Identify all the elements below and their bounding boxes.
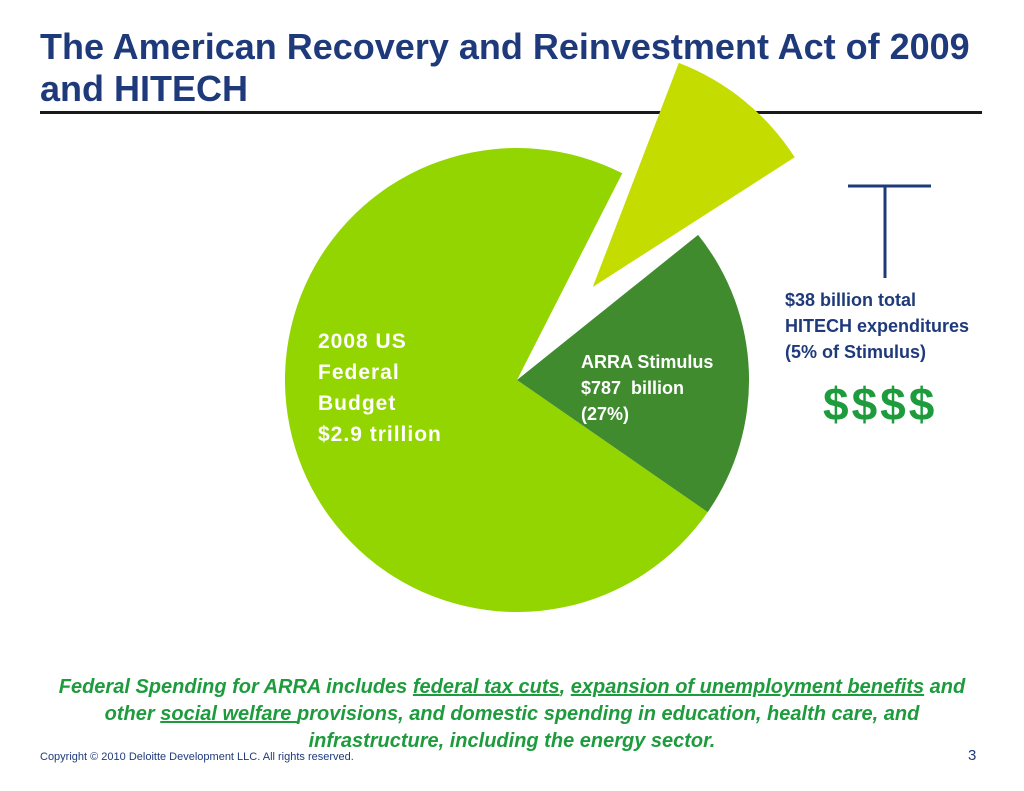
hitech-label-line: $38 billion total (785, 290, 917, 310)
pie-slice-federal-budget (284, 148, 708, 613)
budget-label-line: Budget (318, 392, 397, 415)
page-number: 3 (968, 747, 977, 764)
federal-budget-label: 2008 US Federal Budget $2.9 trillion (318, 326, 518, 450)
budget-label-line: 2008 US (318, 330, 407, 353)
hitech-label-line: HITECH expenditures (785, 316, 970, 336)
hitech-label-line: (5% of Stimulus) (785, 342, 927, 362)
copyright-notice: Copyright © 2010 Deloitte Development LL… (40, 751, 354, 763)
arra-summary-text: Federal Spending for ARRA includes feder… (40, 674, 984, 755)
pie-slice-arra-stimulus (517, 234, 750, 513)
arra-stimulus-label: ARRA Stimulus $787 billion (27%) (581, 349, 761, 427)
stimulus-label-line: $787 billion (581, 378, 685, 398)
federal-tax-cuts-link[interactable]: federal tax cuts (412, 676, 560, 698)
budget-label-line: $2.9 trillion (318, 423, 442, 446)
stimulus-label-line: (27%) (581, 404, 630, 424)
hitech-bracket (848, 184, 931, 278)
summary-text: and other (104, 676, 966, 725)
summary-text: provisions, and domestic spending in edu… (296, 703, 920, 752)
unemployment-benefits-link[interactable]: expansion of unemployment benefits (570, 676, 925, 698)
social-welfare-link[interactable]: social welfare (160, 703, 297, 725)
summary-text: Federal Spending for ARRA includes (58, 676, 413, 698)
page-title: The American Recovery and Reinvestment A… (40, 26, 970, 109)
summary-text: , (559, 676, 571, 698)
stimulus-label-line: ARRA Stimulus (581, 352, 714, 372)
budget-label-line: Federal (318, 361, 400, 384)
hitech-expenditures-label: $38 billion total HITECH expenditures (5… (785, 287, 969, 365)
pie-slice-hitech-exploded (592, 62, 795, 287)
dollar-signs: $$$$ (823, 378, 938, 430)
title-divider (40, 111, 982, 114)
